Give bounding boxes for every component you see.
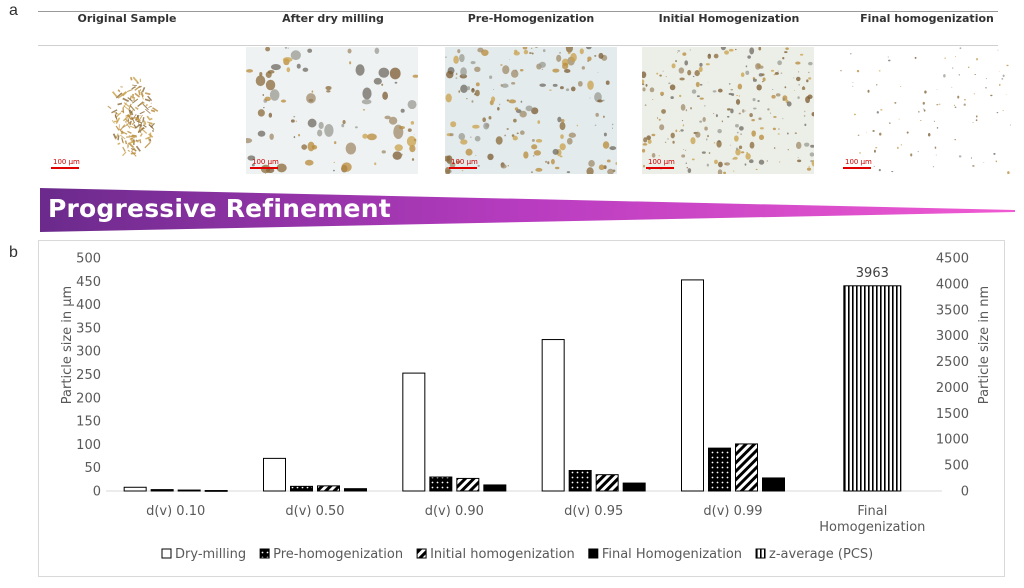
legend-label: Dry-milling [175, 547, 246, 562]
legend-swatch [416, 548, 427, 559]
y2-tick-label: 3000 [936, 329, 969, 344]
y-tick-label: 450 [76, 275, 101, 290]
micrograph-dry-milling: 100 µm [246, 47, 418, 174]
micrograph-pre-homogenization: 100 µm [445, 47, 617, 174]
data-label: 3963 [856, 266, 889, 281]
bar-final-homogenization [622, 482, 646, 492]
progressive-refinement-banner [40, 188, 1015, 232]
y-tick-label: 250 [76, 368, 101, 383]
y-tick-label: 50 [84, 461, 101, 476]
legend-swatch [161, 548, 172, 559]
y-tick-label: 300 [76, 345, 101, 360]
micrograph-texture: 100 µm [246, 47, 418, 174]
y-tick-label: 100 [76, 438, 101, 453]
category-label: d(v) 0.95 [564, 504, 623, 519]
micrograph-title-original: Original Sample [77, 12, 177, 25]
bar-dry-milling [541, 339, 565, 492]
bar-dry-milling [123, 486, 147, 492]
y-tick-label: 0 [93, 485, 101, 500]
bar-initial-homogenization [735, 443, 758, 492]
svg-text:100 µm: 100 µm [648, 158, 675, 166]
micrograph-title-final-homogenization: Final homogenization [860, 12, 994, 25]
category-label: d(v) 0.99 [703, 504, 762, 519]
bar-pre-homogenization [429, 476, 453, 492]
svg-text:100 µm: 100 µm [53, 158, 80, 166]
micrograph-title-dry-milling: After dry milling [282, 12, 384, 25]
bar-final-homogenization [204, 490, 228, 492]
bar-dry-milling [681, 279, 704, 492]
banner-wedge [40, 188, 1015, 232]
y-tick-label: 500 [76, 252, 101, 267]
panel-b-label: b [9, 244, 18, 261]
top-rule [38, 11, 998, 12]
micrograph-title-pre-homogenization: Pre-Homogenization [467, 12, 595, 25]
legend-swatch [259, 548, 270, 559]
bar-pre-homogenization [568, 469, 592, 492]
y2-tick-label: 500 [944, 459, 969, 474]
bar-initial-homogenization [177, 489, 201, 492]
micrograph-title-initial-homogenization: Initial Homogenization [658, 12, 800, 25]
bar-dry-milling [402, 372, 426, 492]
legend-label: z-average (PCS) [769, 547, 873, 562]
svg-text:100 µm: 100 µm [252, 158, 279, 166]
y2-tick-label: 4500 [936, 252, 969, 267]
bar-final-homogenization [344, 488, 367, 492]
bar-dry-milling [263, 457, 286, 492]
micrograph-original: 100 µm [47, 47, 219, 174]
legend-swatch [588, 548, 599, 559]
bar-final-homogenization [762, 477, 785, 492]
y2-tick-label: 4000 [936, 277, 969, 292]
legend-label: Initial homogenization [430, 547, 575, 562]
micrograph-texture: 100 µm [445, 47, 617, 174]
y-tick-label: 350 [76, 321, 101, 336]
banner-text: Progressive Refinement [48, 194, 391, 223]
category-label: Homogenization [819, 520, 925, 535]
category-label: d(v) 0.10 [146, 504, 205, 519]
panel-a-label: a [9, 2, 18, 19]
y-tick-label: 150 [76, 415, 101, 430]
bar-initial-homogenization [456, 477, 480, 492]
y2-tick-label: 2000 [936, 381, 969, 396]
category-label: Final [857, 504, 887, 519]
y2-tick-label: 1000 [936, 433, 969, 448]
bar-pre-homogenization [708, 447, 731, 492]
bar-initial-homogenization [595, 474, 619, 492]
legend-label: Pre-homogenization [273, 547, 403, 562]
bar-initial-homogenization [317, 485, 340, 492]
micrograph-final-homogenization: 100 µm [839, 47, 1011, 174]
bar-final-homogenization [483, 484, 507, 492]
micrograph-texture: 100 µm [839, 47, 1011, 174]
svg-text:100 µm: 100 µm [845, 158, 872, 166]
legend-swatch [755, 548, 766, 559]
chart-frame [38, 240, 1005, 577]
micrograph-texture: 100 µm [47, 47, 219, 174]
y2-tick-label: 0 [961, 485, 969, 500]
category-label: d(v) 0.90 [425, 504, 484, 519]
svg-text:100 µm: 100 µm [451, 158, 478, 166]
bar-z-average-pcs- [843, 285, 902, 492]
y-tick-label: 200 [76, 391, 101, 406]
bar-pre-homogenization [150, 489, 174, 492]
legend-label: Final Homogenization [602, 547, 742, 562]
y-axis-title: Particle size in µm [60, 286, 75, 404]
header-separator [38, 45, 998, 46]
micrograph-initial-homogenization: 100 µm [642, 47, 814, 174]
y2-tick-label: 2500 [936, 355, 969, 370]
y-tick-label: 400 [76, 298, 101, 313]
micrograph-texture: 100 µm [642, 47, 814, 174]
category-label: d(v) 0.50 [285, 504, 344, 519]
y2-tick-label: 3500 [936, 303, 969, 318]
y2-axis-title: Particle size in nm [977, 286, 992, 404]
y2-tick-label: 1500 [936, 407, 969, 422]
bar-pre-homogenization [290, 485, 313, 492]
